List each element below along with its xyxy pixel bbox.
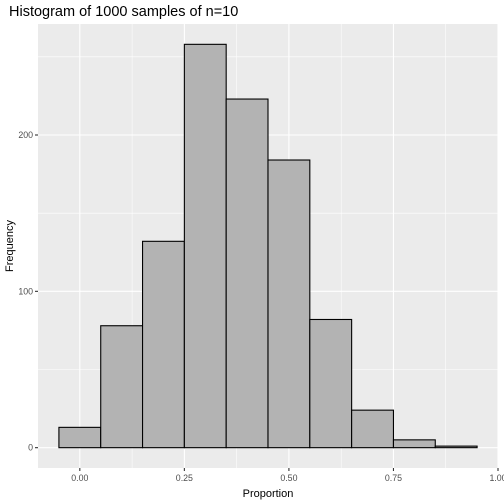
histogram-bar	[309, 318, 353, 449]
x-tick-label: 0.50	[280, 473, 297, 483]
y-axis-title: Frequency	[4, 220, 16, 272]
y-tick-label: 200	[18, 130, 33, 140]
x-tick-label: 1.00	[489, 473, 504, 483]
histogram-bar	[392, 439, 436, 449]
x-tick-label: 0.25	[176, 473, 193, 483]
x-axis-title: Proportion	[243, 488, 294, 500]
y-tick-label: 0	[28, 443, 33, 453]
histogram-bar	[100, 325, 144, 449]
histogram-bar	[351, 409, 395, 449]
x-tick-label: 0.75	[385, 473, 402, 483]
histogram-bar	[183, 43, 227, 449]
histogram-bar	[267, 159, 311, 449]
bars	[58, 43, 478, 449]
histogram-bar	[141, 240, 185, 449]
y-tick-label: 100	[18, 286, 33, 296]
x-axis-ticks: 0.00 0.25 0.50 0.75 1.00	[71, 468, 504, 483]
x-tick-label: 0.00	[71, 473, 88, 483]
chart-title: Histogram of 1000 samples of n=10	[9, 4, 238, 20]
y-axis-ticks: 0 100 200	[18, 130, 38, 453]
histogram-bar	[58, 426, 102, 449]
histogram-bar	[434, 445, 478, 449]
histogram-bar	[225, 98, 269, 449]
